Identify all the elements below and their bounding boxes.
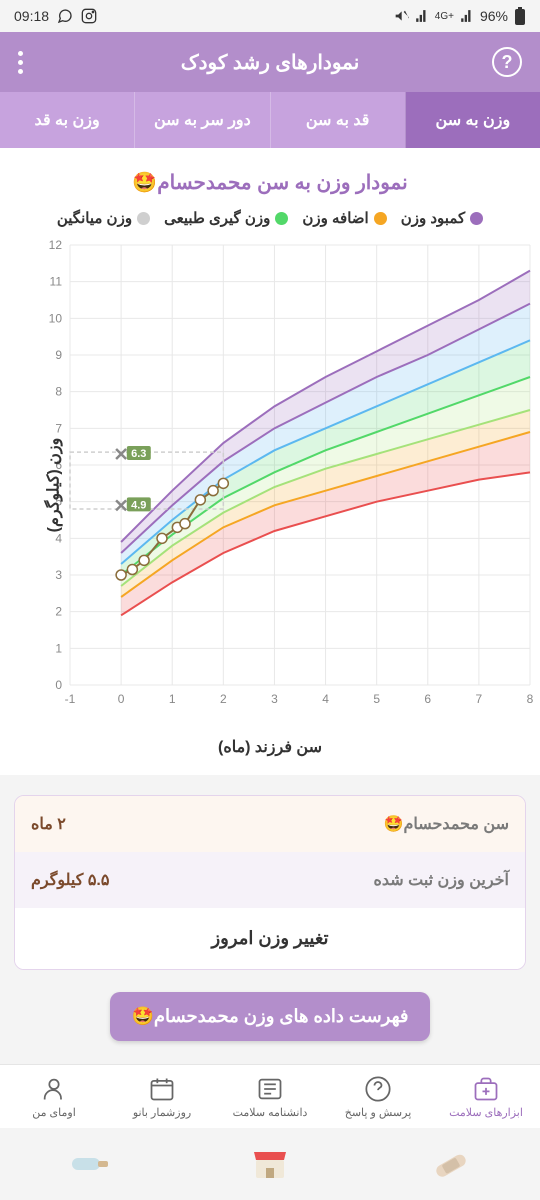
growth-chart: 0123456789101112-10123456786.34.9 [0,235,540,725]
info-row-weight: آخرین وزن ثبت شده ۵.۵ کیلوگرم [15,852,525,908]
y-axis-label: وزن (کیلوگرم) [43,438,63,533]
svg-text:2: 2 [55,605,62,619]
legend-item: وزن میانگین [57,209,150,227]
svg-text:6.3: 6.3 [131,448,146,460]
legend-item: اضافه وزن [302,209,386,227]
tab-height-age[interactable]: قد به سن [270,92,405,148]
svg-text:6: 6 [424,692,431,706]
help-icon[interactable]: ? [492,47,522,77]
app-header: نمودارهای رشد کودک ? [0,32,540,92]
chart-section: نمودار وزن به سن محمدحسام🤩 کمبود وزن اضا… [0,148,540,775]
battery-icon [514,7,526,25]
info-value: ۲ ماه [31,814,66,834]
signal2-icon [460,9,474,23]
svg-text:3: 3 [271,692,278,706]
svg-text:1: 1 [55,641,62,655]
info-label: سن محمدحسام🤩 [384,814,509,834]
info-card: سن محمدحسام🤩 ۲ ماه آخرین وزن ثبت شده ۵.۵… [14,795,526,970]
nav-health-tools[interactable]: ابزارهای سلامت [432,1065,540,1128]
svg-text:7: 7 [476,692,483,706]
system-dock [0,1128,540,1200]
status-left: 09:18 [14,8,97,24]
svg-text:3: 3 [55,568,62,582]
question-icon [364,1075,392,1103]
mute-icon [393,8,409,24]
data-list-button[interactable]: فهرست داده های وزن محمدحسام🤩 [110,992,430,1041]
svg-text:8: 8 [55,385,62,399]
news-icon [256,1075,284,1103]
nav-qa[interactable]: پرسش و پاسخ [324,1065,432,1128]
legend-item: وزن گیری طبیعی [164,209,288,227]
nav-encyclopedia[interactable]: دانشنامه سلامت [216,1065,324,1128]
svg-text:8: 8 [527,692,534,706]
dock-app-1[interactable] [428,1142,472,1186]
medkit-icon [472,1075,500,1103]
svg-text:4.9: 4.9 [131,499,146,511]
svg-text:12: 12 [49,238,63,252]
svg-text:0: 0 [55,678,62,692]
shop-icon [250,1144,290,1184]
status-bar: 09:18 4G+ 96% [0,0,540,32]
tab-weight-age[interactable]: وزن به سن [405,92,540,148]
chart-wrapper: وزن (کیلوگرم) 0123456789101112-101234567… [0,235,540,735]
status-right: 4G+ 96% [393,7,526,25]
bottom-nav: ابزارهای سلامت پرسش و پاسخ دانشنامه سلام… [0,1064,540,1128]
svg-text:4: 4 [55,531,62,545]
instagram-icon [81,8,97,24]
svg-text:2: 2 [220,692,227,706]
person-icon [40,1075,68,1103]
tab-head-age[interactable]: دور سر به سن [134,92,269,148]
info-value: ۵.۵ کیلوگرم [31,870,109,890]
svg-text:4: 4 [322,692,329,706]
whatsapp-icon [57,8,73,24]
nav-calendar[interactable]: روزشمار بانو [108,1065,216,1128]
bandaid-icon [430,1144,470,1184]
dock-app-2[interactable] [248,1142,292,1186]
svg-text:10: 10 [49,311,63,325]
signal-icon [415,9,429,23]
x-axis-label: سن فرزند (ماه) [0,735,540,757]
nav-profile[interactable]: اومای من [0,1065,108,1128]
battery-pct: 96% [480,8,508,24]
svg-text:5: 5 [373,692,380,706]
svg-text:9: 9 [55,348,62,362]
chart-legend: کمبود وزن اضافه وزن وزن گیری طبیعی وزن م… [0,209,540,235]
svg-text:-1: -1 [65,692,76,706]
svg-text:1: 1 [169,692,176,706]
svg-text:11: 11 [50,275,63,289]
page-title: نمودارهای رشد کودک [181,50,360,75]
tab-weight-height[interactable]: وزن به قد [0,92,134,148]
legend-item: کمبود وزن [401,209,483,227]
network-type: 4G+ [435,11,454,22]
chart-title: نمودار وزن به سن محمدحسام🤩 [0,160,540,209]
menu-icon[interactable] [18,51,23,74]
info-label: آخرین وزن ثبت شده [373,870,509,890]
dock-app-3[interactable] [68,1142,112,1186]
status-time: 09:18 [14,8,49,24]
popsicle-icon [70,1144,110,1184]
info-row-age: سن محمدحسام🤩 ۲ ماه [15,796,525,852]
change-weight-button[interactable]: تغییر وزن امروز [15,908,525,969]
tab-bar: وزن به سن قد به سن دور سر به سن وزن به ق… [0,92,540,148]
calendar-icon [148,1075,176,1103]
svg-text:7: 7 [55,421,62,435]
svg-text:0: 0 [118,692,125,706]
